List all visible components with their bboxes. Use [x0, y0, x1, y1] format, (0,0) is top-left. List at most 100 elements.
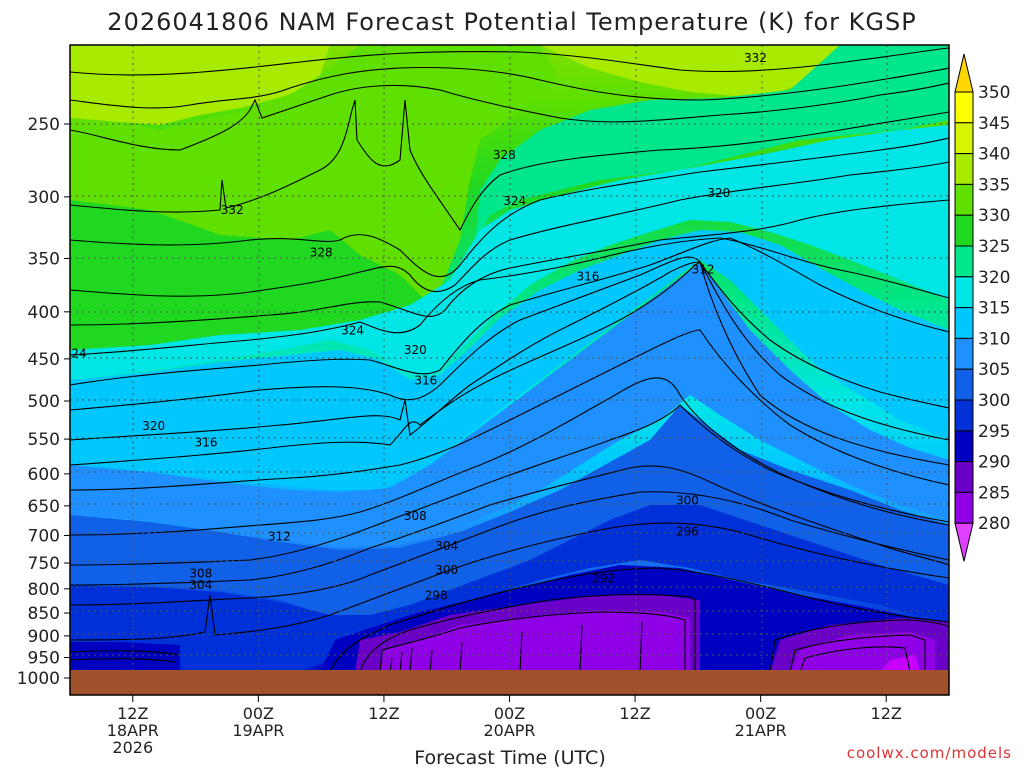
band-325-right	[475, 45, 949, 245]
colorbar-swatch	[954, 214, 974, 247]
colorbar-swatch	[954, 307, 974, 339]
contour-label: 312	[692, 263, 715, 277]
y-tick-label: 550	[28, 430, 60, 450]
contour-label: 316	[414, 374, 437, 388]
y-tick-label: 650	[28, 497, 60, 517]
x-tick-label: 12Z	[619, 704, 650, 723]
contour-label: 298	[425, 588, 448, 602]
colorbar-swatch	[954, 245, 974, 278]
band-315	[70, 230, 949, 490]
y-tick-label: 800	[28, 580, 60, 600]
y-tick-label: 400	[28, 303, 60, 323]
colorbar-label: 290	[978, 453, 1010, 473]
colorbar-label: 300	[978, 391, 1010, 411]
x-tick-label: 12Z	[871, 704, 902, 723]
colorbar-label: 330	[978, 206, 1010, 226]
colorbar-label: 305	[978, 360, 1010, 380]
contour-label: 320	[404, 343, 427, 357]
colorbar-swatch	[954, 430, 974, 463]
x-tick-label: 20APR	[483, 721, 535, 740]
colorbar-label: 345	[978, 114, 1010, 134]
contour-label: 320	[142, 419, 165, 433]
colorbar-label: 285	[978, 483, 1010, 503]
y-tick-label: 850	[28, 604, 60, 624]
band-285-center	[380, 610, 690, 672]
colorbar-swatch	[954, 399, 974, 432]
contour-label: 300	[435, 563, 458, 577]
contour-label: 332	[744, 51, 767, 65]
contour-label: 296	[676, 524, 699, 538]
contour-label: 328	[493, 148, 516, 162]
band-300	[70, 505, 949, 672]
contour-label: 312	[268, 530, 291, 544]
colorbar-label: 280	[978, 514, 1010, 534]
band-310	[70, 262, 949, 548]
colorbar-label: 325	[978, 237, 1010, 257]
colorbar-swatch	[954, 276, 974, 309]
y-tick-label: 300	[28, 188, 60, 208]
x-tick-label: 00Z	[745, 704, 776, 723]
band-320	[70, 125, 949, 380]
band-305	[70, 405, 949, 620]
x-tick-label: 21APR	[735, 721, 787, 740]
y-tick-label: 1000	[17, 669, 60, 689]
colorbar-swatch	[954, 461, 974, 493]
colorbar-arrow-bottom	[954, 522, 974, 562]
x-tick-label: 12Z	[368, 704, 399, 723]
x-axis-label: Forecast Time (UTC)	[414, 747, 605, 768]
band-335-upper	[70, 45, 330, 125]
colorbar-swatch	[954, 153, 974, 185]
y-tick-label: 750	[28, 554, 60, 574]
colorbar-label: 310	[978, 329, 1010, 349]
contour-label: 324	[64, 347, 87, 361]
colorbar-swatch	[954, 122, 974, 155]
colorbar-swatch	[954, 337, 974, 370]
y-axis: 250 300 350 400 450 500 550 600 650 700 750 800 850 9…	[17, 115, 70, 689]
contour-label: 292	[592, 572, 615, 586]
colorbar-swatch	[954, 368, 974, 401]
y-tick-label: 900	[28, 627, 60, 647]
colorbar-swatch	[954, 491, 974, 524]
contour-label: 308	[404, 509, 427, 523]
colorbar-label: 320	[978, 268, 1010, 288]
y-tick-label: 350	[28, 249, 60, 269]
x-tick-label: 2026	[112, 738, 153, 757]
colorbar-arrow-top	[954, 53, 974, 93]
y-tick-label: 950	[28, 649, 60, 669]
contour-labels: 332 328 324 320 332 328 316 312 324 324 320 316 320 3…	[64, 51, 767, 602]
credit-text: coolwx.com/models	[847, 744, 1012, 762]
colorbar-label: 335	[978, 175, 1010, 195]
colorbar-label: 340	[978, 145, 1010, 165]
ground	[70, 670, 949, 695]
y-tick-label: 500	[28, 392, 60, 412]
contour-label: 304	[189, 578, 212, 592]
contour-label: 308	[189, 567, 212, 581]
y-tick-label: 250	[28, 115, 60, 135]
y-tick-label: 600	[28, 465, 60, 485]
contour-label: 316	[577, 269, 600, 283]
band-280-right	[880, 655, 920, 672]
y-tick-label: 450	[28, 350, 60, 370]
plot-area: 332 328 324 320 332 328 316 312 324 324 320 316 320 3…	[64, 45, 949, 695]
chart-title: 2026041806 NAM Forecast Potential Temper…	[107, 8, 916, 36]
contour-label: 320	[707, 186, 730, 200]
colorbar: 350 345 340 335 330 325 320 315 310 305 300 295 290 2…	[954, 53, 1010, 562]
x-tick-label: 12Z	[117, 704, 148, 723]
x-tick-label: 19APR	[232, 721, 284, 740]
colorbar-label: 295	[978, 422, 1010, 442]
x-tick-label: 18APR	[107, 721, 159, 740]
contour-label: 328	[310, 246, 333, 260]
grid	[70, 45, 949, 695]
contour-label: 324	[341, 323, 364, 337]
y-tick-label: 700	[28, 526, 60, 546]
colorbar-swatch	[954, 91, 974, 124]
x-tick-label: 00Z	[494, 704, 525, 723]
colorbar-label: 315	[978, 299, 1010, 319]
contour-label: 304	[435, 539, 458, 553]
colorbar-label: 350	[978, 83, 1010, 103]
colorbar-swatch	[954, 183, 974, 216]
contour-label: 324	[503, 194, 526, 208]
contour-label: 316	[195, 436, 218, 450]
